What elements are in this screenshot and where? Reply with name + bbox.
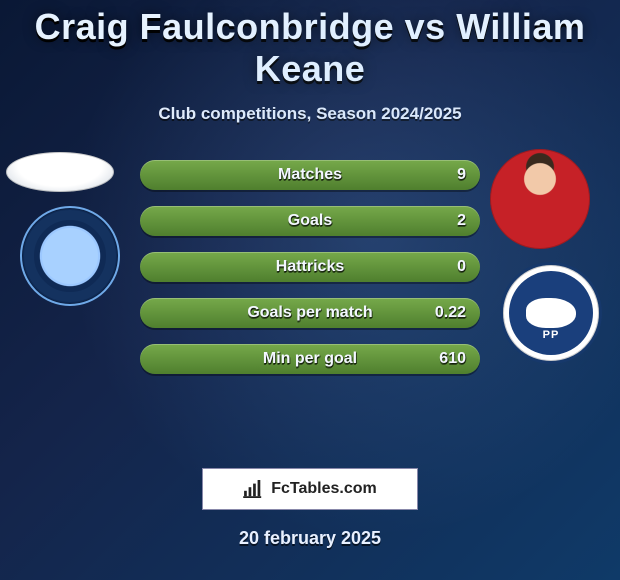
stat-bar: Goals per match 0.22 xyxy=(140,298,480,328)
stat-right-value: 2 xyxy=(457,212,466,230)
stat-label: Goals xyxy=(288,212,332,230)
stat-right-value: 0.22 xyxy=(435,304,466,322)
stat-label: Goals per match xyxy=(247,304,372,322)
club-left-crest xyxy=(20,206,120,306)
stat-bars: Matches 9 Goals 2 Hattricks 0 Goals per … xyxy=(140,160,480,390)
stat-label: Min per goal xyxy=(263,350,357,368)
club-right-crest: PP xyxy=(500,262,602,364)
page-title: Craig Faulconbridge vs William Keane xyxy=(0,0,620,90)
player-left-avatar xyxy=(6,152,114,192)
stat-bar: Hattricks 0 xyxy=(140,252,480,282)
snapshot-date: 20 february 2025 xyxy=(0,528,620,549)
stat-right-value: 9 xyxy=(457,166,466,184)
club-left-crest-text xyxy=(24,210,116,302)
comparison-stage: PP Matches 9 Goals 2 Hattricks 0 Goals p… xyxy=(0,124,620,464)
stat-label: Hattricks xyxy=(276,258,344,276)
stat-right-value: 610 xyxy=(439,350,466,368)
stat-bar: Matches 9 xyxy=(140,160,480,190)
stat-bar: Min per goal 610 xyxy=(140,344,480,374)
brand-text: FcTables.com xyxy=(271,480,377,498)
stat-bar: Goals 2 xyxy=(140,206,480,236)
subtitle: Club competitions, Season 2024/2025 xyxy=(0,104,620,124)
player-right-avatar xyxy=(490,149,590,249)
stat-right-value: 0 xyxy=(457,258,466,276)
club-right-crest-emblem xyxy=(526,298,576,328)
club-right-crest-text: PP xyxy=(543,329,560,341)
brand-badge: FcTables.com xyxy=(202,468,418,510)
stat-label: Matches xyxy=(278,166,342,184)
bar-chart-icon xyxy=(243,480,265,498)
